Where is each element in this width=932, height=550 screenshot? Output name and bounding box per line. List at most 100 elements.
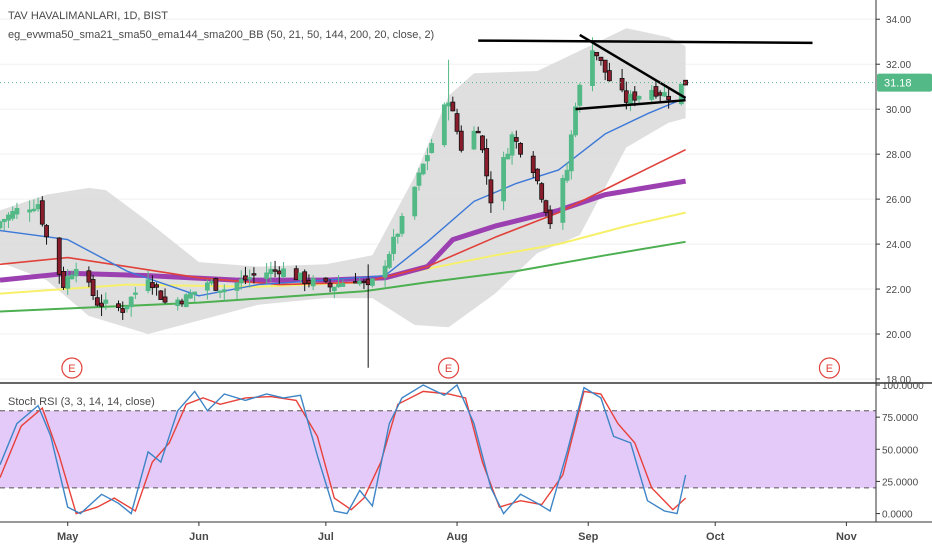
earnings-marker[interactable]: E [61,357,83,379]
candle-down [353,281,358,284]
candle-down [513,137,519,142]
earnings-label: E [826,363,833,375]
candle-up [0,221,3,229]
candle-down [666,95,672,101]
candle-up [336,283,341,288]
candle-up [145,279,151,292]
candle-down [539,183,545,200]
candle-up [310,278,316,287]
candle-up [175,299,181,307]
candle-up [188,293,193,299]
candle-down [179,300,185,305]
price-tick-label: 20.00 [886,330,911,341]
candle-up [27,209,33,213]
candle-down [623,90,629,103]
candle-down [272,269,278,272]
trendline[interactable] [579,33,687,100]
last-price-value: 31.18 [884,78,912,90]
earnings-marker[interactable]: E [818,357,841,379]
candle-up [238,279,244,284]
candle-up [471,130,477,150]
candle-down [99,302,104,307]
bollinger-band-fill [0,28,686,334]
candle-up [441,104,447,146]
month-label: Jun [189,531,209,543]
rsi-tick-label: 100.0000 [882,381,924,392]
candle-down [619,78,625,91]
candle-down [158,290,164,300]
candle-down [323,277,329,282]
month-label: Aug [446,531,467,543]
candle-up [128,296,134,308]
candle-down [454,113,460,132]
candle-down [488,179,494,204]
trendlines [0,33,876,111]
candle-down [361,280,367,284]
stoch-rsi-label: Stoch RSI (3, 3, 14, 14, close) [8,396,155,408]
stoch-d-line [0,390,687,515]
month-label: Sep [578,531,598,543]
candle-up [357,280,363,285]
price-tick-label: 24.00 [886,240,911,251]
candle-up [425,155,430,162]
price-tick-label: 22.00 [886,285,911,296]
price-tick-label: 34.00 [886,15,911,26]
candle-up [573,106,578,136]
candle-down [327,282,333,288]
candle-up [14,208,20,215]
symbol-title: TAV HAVALIMANLARI, 1D, BIST [8,10,168,22]
price-tick-label: 26.00 [886,195,911,206]
trendline[interactable] [478,39,813,45]
price-axis[interactable]: 34.00 32.00 30.00 28.00 26.00 24.00 22.00 20.00… [876,15,911,386]
month-label: Jul [318,531,334,543]
earnings-circle[interactable] [818,357,841,379]
candle-up [395,233,401,237]
candle-down [602,59,608,73]
sma21-line [0,97,686,297]
month-label: Oct [706,531,725,543]
candle-up [370,278,375,286]
candle-down [657,92,663,96]
earnings-label: E [68,363,75,375]
stoch-k-line [0,383,687,515]
candle-up [399,216,405,234]
candle-down [116,303,121,308]
candle-up [183,294,189,308]
candle-down [120,307,126,313]
stoch-rsi-lines [0,383,876,515]
candle-up [73,269,79,277]
time-axis[interactable]: May Jun Jul Aug Sep Oct Nov [57,522,858,543]
candle-down [293,268,299,281]
candle-up [501,157,506,202]
candle-down [598,56,604,61]
trendline[interactable] [575,98,686,111]
candle-up [124,305,130,310]
candle-down [94,297,100,306]
candle-up [564,169,570,181]
candle-down [243,275,248,281]
candle-down [213,278,219,291]
candle-up [204,282,210,291]
candle-up [234,282,240,291]
earnings-circle[interactable] [437,357,460,379]
candle-down [543,200,549,213]
earnings-marker[interactable]: E [437,357,460,379]
candle-down [484,148,490,177]
candles [0,37,688,368]
rsi-axis[interactable]: 100.0000 75.0000 50.0000 25.0000 0.0000 [876,381,924,521]
candle-down [154,284,159,288]
candle-up [662,92,667,97]
candle-up [331,286,337,292]
candle-down [149,282,155,289]
earnings-circle[interactable] [61,357,83,379]
candle-down [480,135,485,151]
candle-down [56,237,62,275]
candle-down [306,280,312,284]
candle-down [251,273,257,276]
candle-down [683,79,688,86]
candle-down [450,101,456,112]
indicator-label: eg_evwma50_sma21_sma50_ema144_sma200_BB … [8,29,434,41]
candle-up [509,134,515,156]
candle-up [628,93,633,104]
